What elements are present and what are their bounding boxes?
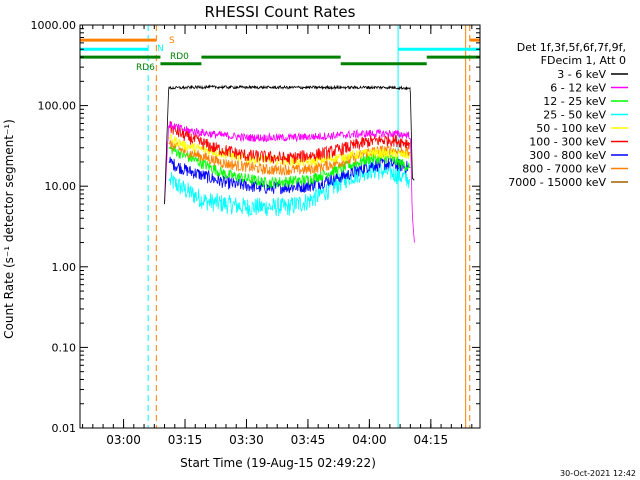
x-tick-label: 03:45 [291, 433, 326, 447]
series-trace-100-300kev [168, 121, 411, 165]
timestamp: 30-Oct-2021 12:42 [560, 469, 636, 478]
series-trace-6-12kev [164, 121, 415, 243]
plot-layer: SN RD0 RD6 [79, 25, 480, 428]
legend-header-line-2: FDecim 1, Att 0 [541, 54, 626, 67]
x-tick-label: 04:15 [414, 433, 449, 447]
legend-label: 50 - 100 keV [536, 122, 606, 135]
legend-label: 12 - 25 keV [543, 95, 606, 108]
legend-label: 100 - 300 keV [529, 136, 606, 149]
x-tick-label: 04:00 [352, 433, 387, 447]
flag-label-rd6: RD6 [136, 63, 155, 73]
legend: Det 1f,3f,5f,6f,7f,9f, FDecim 1, Att 0 3… [508, 41, 628, 189]
legend-label: 300 - 800 keV [529, 149, 606, 162]
series-trace-3-6kev [164, 84, 415, 205]
legend-label: 7000 - 15000 keV [508, 176, 606, 189]
x-tick-label: 03:30 [229, 433, 264, 447]
y-tick-label: 1.00 [52, 261, 77, 274]
x-axis-label: Start Time (19-Aug-15 02:49:22) [180, 456, 376, 470]
x-tick-label: 03:00 [106, 433, 141, 447]
y-axis-label: Count Rate (s⁻¹ detector segment⁻¹) [2, 119, 16, 339]
plot-frame [79, 24, 481, 429]
y-tick-label: 0.10 [52, 341, 77, 354]
flag-label-s: S [169, 36, 175, 46]
legend-label: 3 - 6 keV [557, 68, 606, 81]
legend-label: 6 - 12 keV [550, 82, 606, 95]
flag-label-rd0: RD0 [170, 52, 189, 62]
y-tick-label: 10.00 [45, 180, 77, 193]
flag-label-n: N [157, 44, 164, 54]
series-trace-300-800kev [168, 156, 411, 195]
legend-label: 25 - 50 keV [543, 109, 606, 122]
y-tick-label: 1000.00 [31, 19, 77, 32]
axes-layer: 0.01 0.10 1.00 10.00 100.00 1000.00 03:00 03:15… [31, 19, 481, 447]
y-tick-label: 100.00 [38, 100, 77, 113]
series-trace-12-25kev [168, 145, 411, 189]
y-tick-label: 0.01 [52, 422, 77, 435]
legend-header-line-1: Det 1f,3f,5f,6f,7f,9f, [517, 41, 626, 54]
legend-label: 800 - 7000 keV [522, 163, 606, 176]
x-tick-label: 03:15 [168, 433, 203, 447]
chart-title: RHESSI Count Rates [205, 3, 356, 21]
